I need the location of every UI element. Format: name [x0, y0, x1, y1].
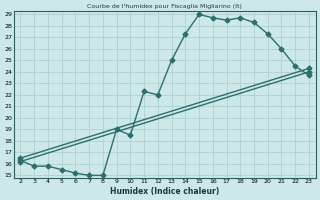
- X-axis label: Humidex (Indice chaleur): Humidex (Indice chaleur): [110, 187, 219, 196]
- Title: Courbe de l'humidex pour Fiscaglia Migliarino (It): Courbe de l'humidex pour Fiscaglia Migli…: [87, 4, 242, 9]
